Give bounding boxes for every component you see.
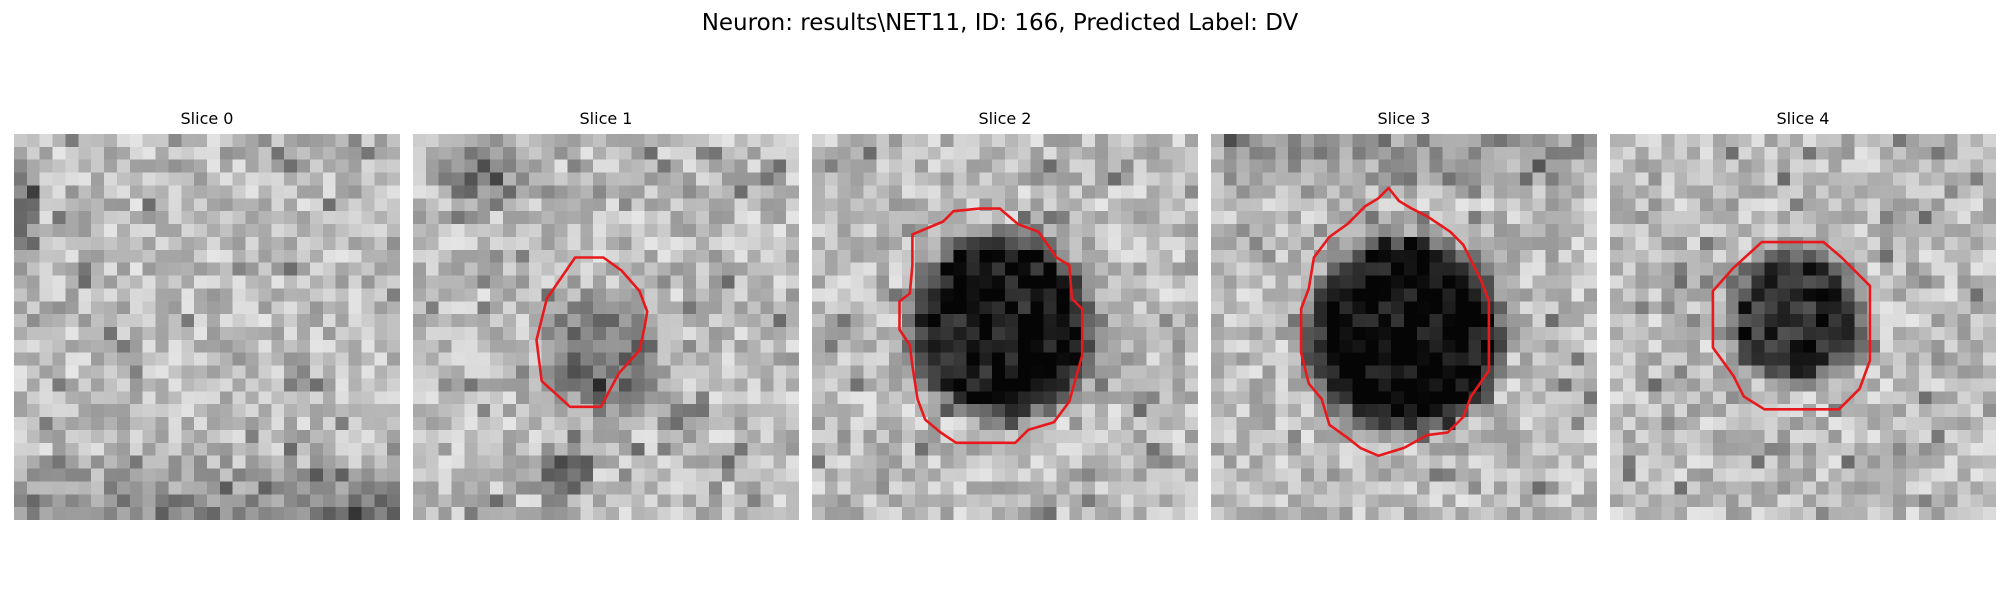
slice-panel-3: Slice 3 bbox=[1211, 108, 1597, 520]
figure-title: Neuron: results\NET11, ID: 166, Predicte… bbox=[701, 10, 1299, 36]
slice-panel-0: Slice 0 bbox=[14, 108, 400, 520]
slice-panel-4: Slice 4 bbox=[1610, 108, 1996, 520]
slice-image bbox=[413, 134, 799, 520]
slice-title: Slice 0 bbox=[180, 109, 234, 128]
slice-title: Slice 1 bbox=[579, 109, 633, 128]
neuron-contour bbox=[898, 207, 1084, 445]
slice-title: Slice 2 bbox=[978, 109, 1032, 128]
slice-image bbox=[1211, 134, 1597, 520]
slice-panel-1: Slice 1 bbox=[413, 108, 799, 520]
neuron-contour bbox=[535, 256, 649, 409]
slice-image bbox=[1610, 134, 1996, 520]
slice-image bbox=[14, 134, 400, 520]
neuron-contour bbox=[1711, 240, 1872, 411]
neuron-contour bbox=[1299, 186, 1491, 458]
slice-panel-2: Slice 2 bbox=[812, 108, 1198, 520]
slice-title: Slice 3 bbox=[1377, 109, 1431, 128]
slice-title: Slice 4 bbox=[1776, 109, 1830, 128]
slice-image bbox=[812, 134, 1198, 520]
